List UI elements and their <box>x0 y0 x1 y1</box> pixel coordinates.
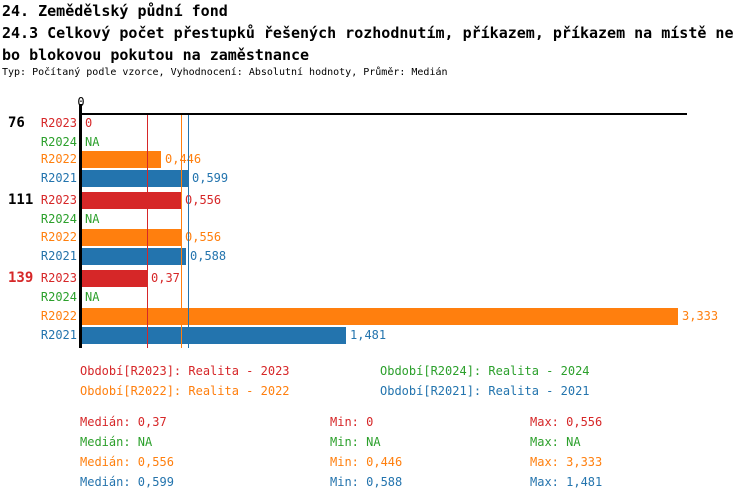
bar-r2022-group-111 <box>81 229 181 246</box>
bar-value-label: 0,446 <box>165 152 202 166</box>
group-label-139: 139 <box>8 270 34 286</box>
stat-median-r2024: Medián: NA <box>80 435 153 449</box>
stat-max-r2022: Max: 3,333 <box>530 455 603 469</box>
chart-subtitle: Typ: Počítaný podle vzorce, Vyhodnocení:… <box>2 67 448 78</box>
series-row-label-r2021: R2021 <box>40 328 77 342</box>
stat-max-r2023: Max: 0,556 <box>530 415 603 429</box>
series-row-label-r2021: R2021 <box>40 249 77 263</box>
series-row-label-r2023: R2023 <box>40 116 77 130</box>
chart-title-line1: 24. Zemědělský půdní fond <box>2 2 228 20</box>
stat-min-r2023: Min: 0 <box>330 415 374 429</box>
stat-min-r2024: Min: NA <box>330 435 381 449</box>
stat-median-r2023: Medián: 0,37 <box>80 415 167 429</box>
bar-value-label: 1,481 <box>350 328 387 342</box>
bar-value-label: 3,333 <box>682 309 719 323</box>
stat-median-r2022: Medián: 0,556 <box>80 455 174 469</box>
series-row-label-r2023: R2023 <box>40 193 77 207</box>
chart-title-line3: bo blokovou pokutou na zaměstnance <box>2 46 310 64</box>
stat-max-r2024: Max: NA <box>530 435 581 449</box>
y-axis-line <box>79 104 82 348</box>
chart-title-line2: 24.3 Celkový počet přestupků řešených ro… <box>2 24 734 42</box>
bar-r2023-group-111 <box>81 192 181 209</box>
bar-r2023-group-139 <box>81 270 147 287</box>
group-label-111: 111 <box>8 192 34 208</box>
series-row-label-r2024: R2024 <box>40 290 77 304</box>
legend-item-3: Období[R2022]: Realita - 2022 <box>80 384 290 398</box>
x-tick-label-zero: 0 <box>77 95 85 109</box>
bar-value-label: NA <box>85 135 100 149</box>
bar-r2021-group-139 <box>81 327 346 344</box>
bar-value-label: 0 <box>85 116 93 130</box>
bar-value-label: 0,556 <box>185 193 222 207</box>
series-row-label-r2022: R2022 <box>40 152 77 166</box>
bar-r2022-group-139 <box>81 308 678 325</box>
median-gridline-r2023 <box>147 115 148 348</box>
stat-median-r2021: Medián: 0,599 <box>80 475 174 489</box>
stat-min-r2022: Min: 0,446 <box>330 455 403 469</box>
bar-value-label: 0,556 <box>185 230 222 244</box>
bar-value-label: 0,599 <box>192 171 229 185</box>
median-gridline-r2022 <box>181 115 182 348</box>
bar-r2021-group-76 <box>81 170 188 187</box>
median-gridline-r2021 <box>188 115 189 348</box>
x-axis-line <box>79 113 687 115</box>
stat-min-r2021: Min: 0,588 <box>330 475 403 489</box>
legend-item-2: Období[R2024]: Realita - 2024 <box>380 364 590 378</box>
group-label-76: 76 <box>8 115 25 131</box>
series-row-label-r2023: R2023 <box>40 271 77 285</box>
bar-value-label: 0,37 <box>151 271 180 285</box>
series-row-label-r2021: R2021 <box>40 171 77 185</box>
legend-item-1: Období[R2023]: Realita - 2023 <box>80 364 290 378</box>
series-row-label-r2024: R2024 <box>40 135 77 149</box>
bar-value-label: NA <box>85 212 100 226</box>
bar-value-label: 0,588 <box>190 249 227 263</box>
series-row-label-r2022: R2022 <box>40 309 77 323</box>
bar-r2022-group-76 <box>81 151 161 168</box>
bar-value-label: NA <box>85 290 100 304</box>
legend-item-4: Období[R2021]: Realita - 2021 <box>380 384 590 398</box>
stat-max-r2021: Max: 1,481 <box>530 475 603 489</box>
series-row-label-r2024: R2024 <box>40 212 77 226</box>
series-row-label-r2022: R2022 <box>40 230 77 244</box>
bar-r2021-group-111 <box>81 248 186 265</box>
